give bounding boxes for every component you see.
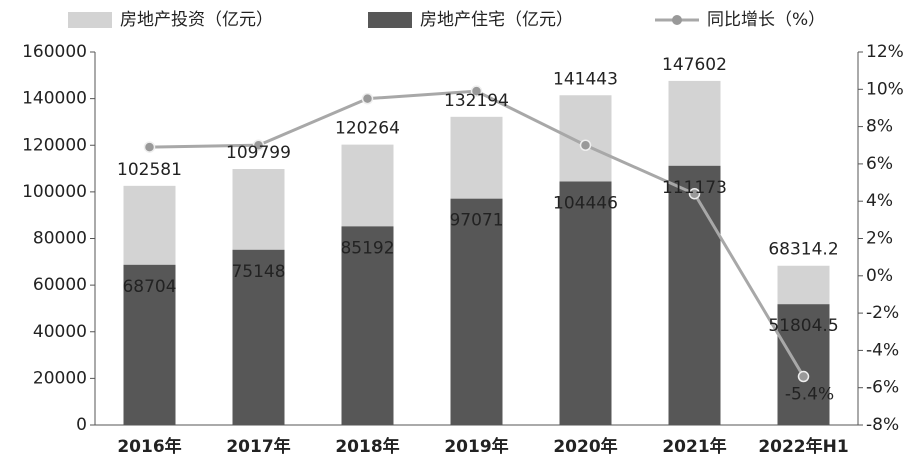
- bar: [123, 264, 176, 425]
- bar: [232, 249, 285, 425]
- y2-tick-label: -2%: [866, 303, 899, 323]
- line-value-label: -5.4%: [785, 385, 834, 405]
- growth-point: [470, 85, 483, 97]
- growth-point: [579, 139, 592, 151]
- y-tick-label: 100000: [22, 182, 87, 202]
- y-tick-label: 20000: [33, 368, 87, 388]
- x-tick-label: 2021年: [662, 436, 726, 457]
- legend-swatch: [68, 12, 112, 28]
- bar-value-label: 120264: [335, 119, 400, 139]
- bar-value-label: 147602: [662, 55, 727, 75]
- bar-value-label: 68314.2: [768, 240, 838, 260]
- legend-swatch: [368, 12, 412, 28]
- bar-value-label: 111173: [662, 178, 727, 198]
- y2-tick-label: 10%: [866, 79, 904, 99]
- y-tick-label: 80000: [33, 229, 87, 249]
- bar-value-label: 68704: [122, 277, 176, 297]
- bar-value-label: 109799: [226, 143, 291, 163]
- growth-point: [688, 187, 701, 200]
- x-tick-label: 2022年H1: [758, 436, 848, 457]
- legend-label: 房地产投资（亿元）: [120, 10, 273, 30]
- y-tick-label: 120000: [22, 135, 87, 155]
- y2-tick-label: 12%: [866, 42, 904, 62]
- y2-tick-label: 6%: [866, 154, 893, 174]
- bar-value-label: 104446: [553, 194, 618, 214]
- y2-tick-label: -8%: [866, 415, 899, 435]
- legend-marker: [672, 15, 682, 25]
- y-tick-label: 60000: [33, 275, 87, 295]
- x-tick-label: 2017年: [226, 436, 290, 457]
- bar: [341, 226, 394, 425]
- bar-value-label: 75148: [231, 262, 285, 282]
- y2-tick-label: -4%: [866, 340, 899, 360]
- y-tick-label: 160000: [22, 42, 87, 62]
- y2-tick-label: 4%: [866, 191, 893, 211]
- growth-point: [143, 141, 156, 153]
- bar-value-label: 97071: [449, 211, 503, 231]
- bar: [668, 165, 721, 425]
- x-tick-label: 2019年: [444, 436, 508, 457]
- bar-value-label: 141443: [553, 69, 618, 89]
- y2-tick-label: 2%: [866, 229, 893, 249]
- growth-point: [797, 370, 810, 383]
- y-tick-label: 40000: [33, 322, 87, 342]
- bar-value-label: 102581: [117, 160, 182, 180]
- legend-label: 同比增长（%）: [707, 10, 825, 30]
- y2-tick-label: 8%: [866, 117, 893, 137]
- growth-point: [252, 139, 265, 151]
- y2-tick-label: 0%: [866, 266, 893, 286]
- bar: [450, 198, 503, 425]
- bar: [559, 181, 612, 425]
- legend-label: 房地产住宅（亿元）: [420, 10, 573, 30]
- bar-value-label: 85192: [340, 238, 394, 258]
- x-tick-label: 2016年: [117, 436, 181, 457]
- y-tick-label: 140000: [22, 89, 87, 109]
- x-tick-label: 2018年: [335, 436, 399, 457]
- y2-tick-label: -6%: [866, 378, 899, 398]
- x-tick-label: 2020年: [553, 436, 617, 457]
- y-tick-label: 0: [76, 415, 87, 435]
- bar-value-label: 51804.5: [768, 316, 838, 336]
- bar: [777, 304, 830, 425]
- growth-point: [361, 92, 374, 105]
- bar-value-label: 132194: [444, 91, 509, 111]
